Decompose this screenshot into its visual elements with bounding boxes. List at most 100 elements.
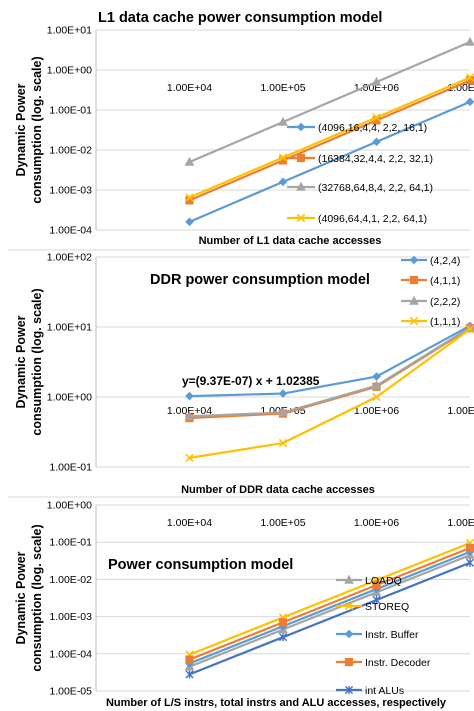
series-line [189,542,471,656]
x-tick-label: 1.00E+04 [167,82,212,94]
y-axis-label: Dynamic Power [14,551,28,644]
legend-item: (2,2,2) [401,295,460,308]
data-point [278,633,288,642]
y-tick-label: 1.00E+02 [47,252,92,264]
legend-item: STOREQ [336,601,409,613]
data-point [278,153,288,162]
x-tick-label: 1.00E+07 [447,405,474,417]
data-point [184,411,195,421]
legend-label: Instr. Buffer [365,629,419,641]
y-tick-label: 1.00E-04 [49,648,92,660]
y-tick-label: 1.00E+00 [47,65,92,77]
series-line [189,76,471,199]
series-line [189,546,471,661]
data-point [278,116,288,126]
legend-item: int ALUs [336,685,404,697]
data-point [372,595,381,605]
legend-item: (4,2,4) [401,255,460,267]
legend-marker [409,316,419,326]
y-tick-label: 1.00E-03 [49,185,92,197]
data-point [465,325,474,334]
legend-marker [409,295,419,305]
legend-marker [296,122,306,132]
series-3 [184,36,474,166]
chart-title: L1 data cache power consumption model [98,10,382,26]
legend-marker [344,657,354,667]
legend-marker [296,153,306,163]
data-point [372,137,381,147]
legend-marker [344,629,354,639]
legend-item: (4096,64,4,1, 2,2, 64,1) [287,213,427,225]
data-point [465,543,474,553]
legend-item: (16384,32,4,4, 2,2, 32,1) [287,153,433,165]
data-point [185,391,194,401]
legend-label: Instr. Decoder [365,657,431,669]
series-4 [185,325,474,463]
chart-panel-2: 1.00E-01 1.00E+00 1.00E+01 1.00E+02 1.00E+04… [14,252,474,496]
x-tick-label: 1.00E+05 [260,82,305,94]
legend-item: Instr. Decoder [336,657,431,669]
data-point [278,407,288,417]
legend-item: LOADQ [336,574,402,587]
series-1 [185,97,474,227]
series-line [189,328,471,459]
series-line [189,100,471,223]
series-line [189,41,471,164]
legend-label: (16384,32,4,4, 2,2, 32,1) [318,153,433,165]
x-tick-label: 1.00E+05 [260,517,305,529]
data-point [372,113,381,122]
chart-title: Power consumption model [108,557,293,573]
data-point [278,389,288,398]
legend-label: (1,1,1) [430,316,460,328]
y-axis-label-2: consumption (log. scale) [30,524,44,671]
x-tick-label: 1.00E+06 [354,82,399,94]
data-point [371,380,382,390]
data-point [185,670,194,679]
y-tick-label: 1.00E-05 [49,686,92,698]
y-tick-label: 1.00E-01 [49,537,92,549]
y-tick-label: 1.00E-03 [49,611,92,623]
series-4 [185,543,474,664]
y-tick-label: 1.00E+01 [47,25,92,37]
y-axis-label-2: consumption (log. scale) [30,288,44,435]
legend-label: (4,1,1) [430,275,460,287]
y-tick-label: 1.00E+01 [47,322,92,334]
data-point [185,217,194,227]
x-axis-label: Number of DDR data cache accesses [181,484,375,496]
x-tick-label: 1.00E+06 [354,405,399,417]
legend-marker [409,255,419,265]
legend-item: (32768,64,8,4, 2,2, 64,1) [287,181,433,194]
data-point [278,177,288,187]
data-point [185,193,194,202]
legend-item: (1,1,1) [401,316,460,328]
data-point [465,73,474,82]
y-tick-label: 1.00E+00 [47,392,92,404]
y-tick-label: 1.00E-01 [49,105,92,117]
legend-label: (4096,64,4,1, 2,2, 64,1) [318,213,427,225]
y-tick-label: 1.00E+00 [47,500,92,512]
chart-panel-3: 1.00E-05 1.00E-04 1.00E-03 1.00E-02 1.00E-01… [14,500,474,709]
series-1 [185,321,474,401]
legend-item: (4096,16,4,4, 2,2, 16,1) [287,122,427,134]
y-tick-label: 1.00E-02 [49,574,92,586]
series-line [189,554,471,668]
x-tick-label: 1.00E+04 [167,405,212,417]
x-axis-label: Number of L1 data cache accesses [199,235,382,247]
series-line [189,79,471,202]
legend-marker [344,574,354,584]
legend-label: int ALUs [365,685,404,697]
x-tick-label: 1.00E+07 [447,517,474,529]
data-point [465,558,474,567]
data-point [278,618,288,627]
legend-label: (4096,16,4,4, 2,2, 16,1) [318,122,427,134]
chart-title: DDR power consumption model [150,272,370,288]
data-point [372,581,381,590]
legend-marker [409,275,419,285]
legend-marker [344,685,354,695]
y-axis-label: Dynamic Power [14,83,28,176]
legend-marker [296,181,306,191]
data-point [185,655,194,664]
data-point [278,438,288,448]
legend-label: (32768,64,8,4, 2,2, 64,1) [318,182,433,194]
legend-label: (4,2,4) [430,255,460,267]
